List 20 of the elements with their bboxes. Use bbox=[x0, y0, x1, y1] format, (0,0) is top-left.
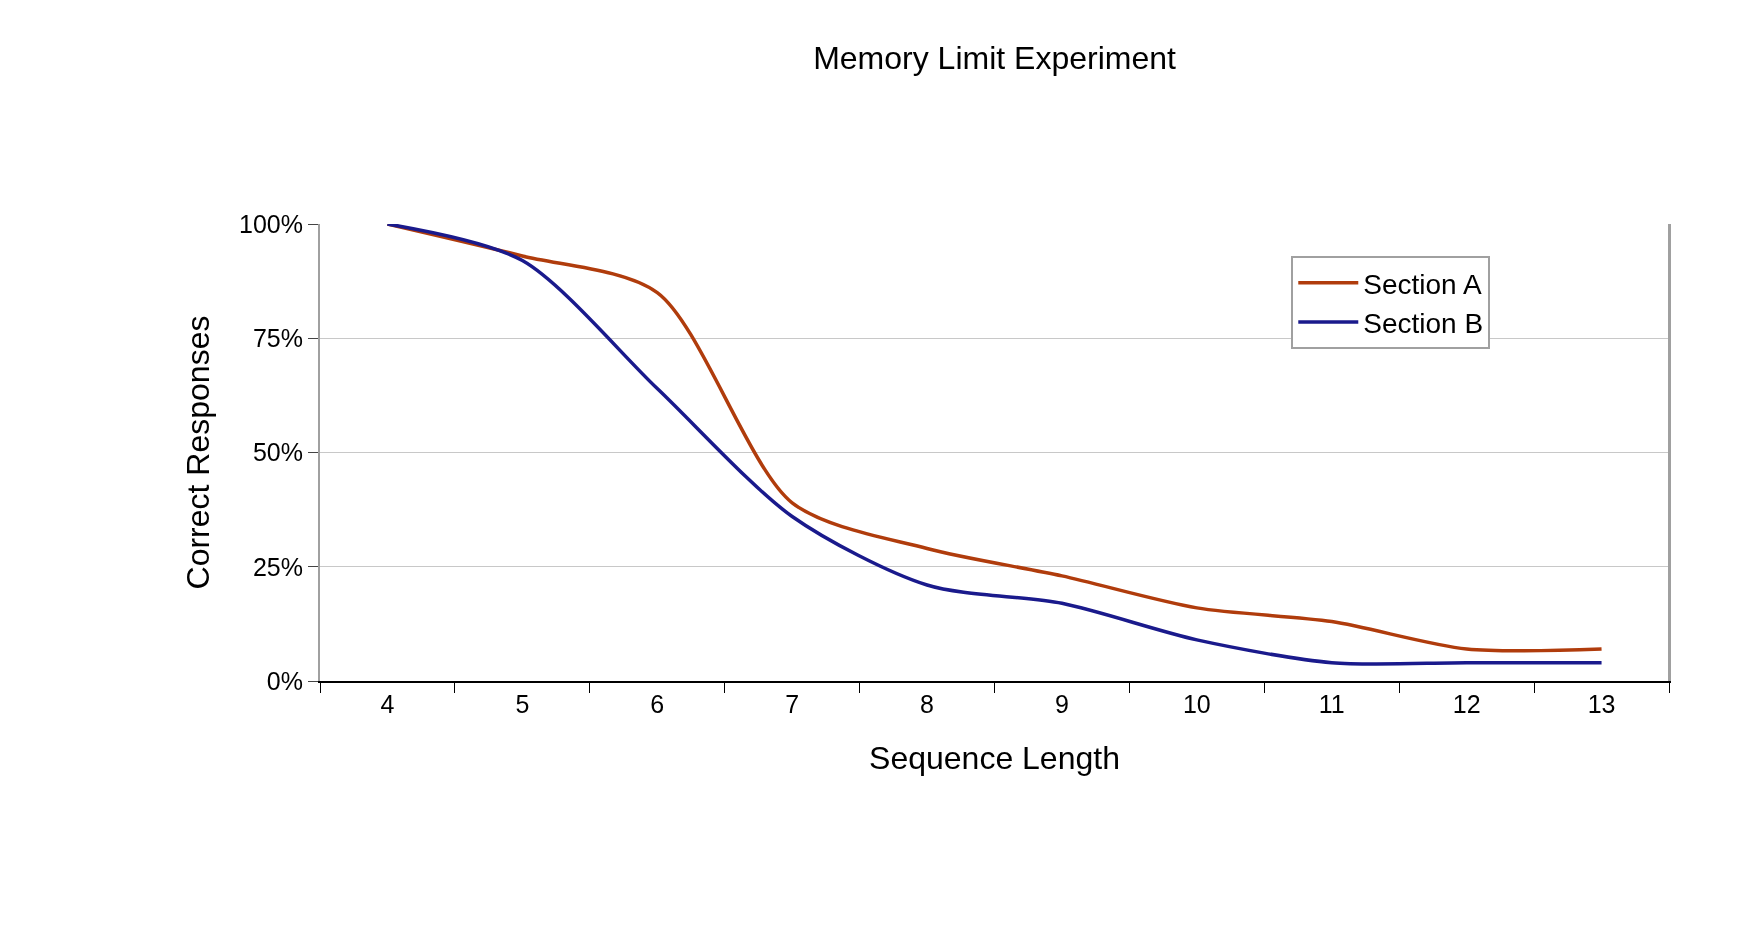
y-tick-label: 25% bbox=[252, 552, 303, 581]
x-tick-label: 9 bbox=[1055, 689, 1069, 718]
x-tick-label: 12 bbox=[1452, 689, 1481, 718]
x-tick-label: 13 bbox=[1587, 689, 1616, 718]
y-tick-label: 75% bbox=[252, 324, 303, 352]
y-tick-label: 50% bbox=[252, 438, 303, 467]
x-tick-label: 5 bbox=[515, 689, 530, 718]
x-tick-label: 11 bbox=[1318, 689, 1345, 718]
y-axis-title: Correct Responses bbox=[179, 315, 216, 590]
x-tick-label: 6 bbox=[650, 689, 665, 718]
x-tick-label: 8 bbox=[920, 689, 934, 718]
x-tick-label: 4 bbox=[380, 689, 395, 718]
x-tick-label: 7 bbox=[785, 689, 800, 718]
legend-label: Section B bbox=[1363, 308, 1484, 340]
y-tick-label: 100% bbox=[239, 209, 303, 238]
x-tick-label: 10 bbox=[1182, 689, 1211, 718]
legend-label: Section A bbox=[1363, 268, 1482, 300]
chart-title: Memory Limit Experiment bbox=[813, 40, 1176, 76]
y-tick-label: 0% bbox=[266, 666, 303, 695]
x-axis-title: Sequence Length bbox=[869, 740, 1120, 777]
